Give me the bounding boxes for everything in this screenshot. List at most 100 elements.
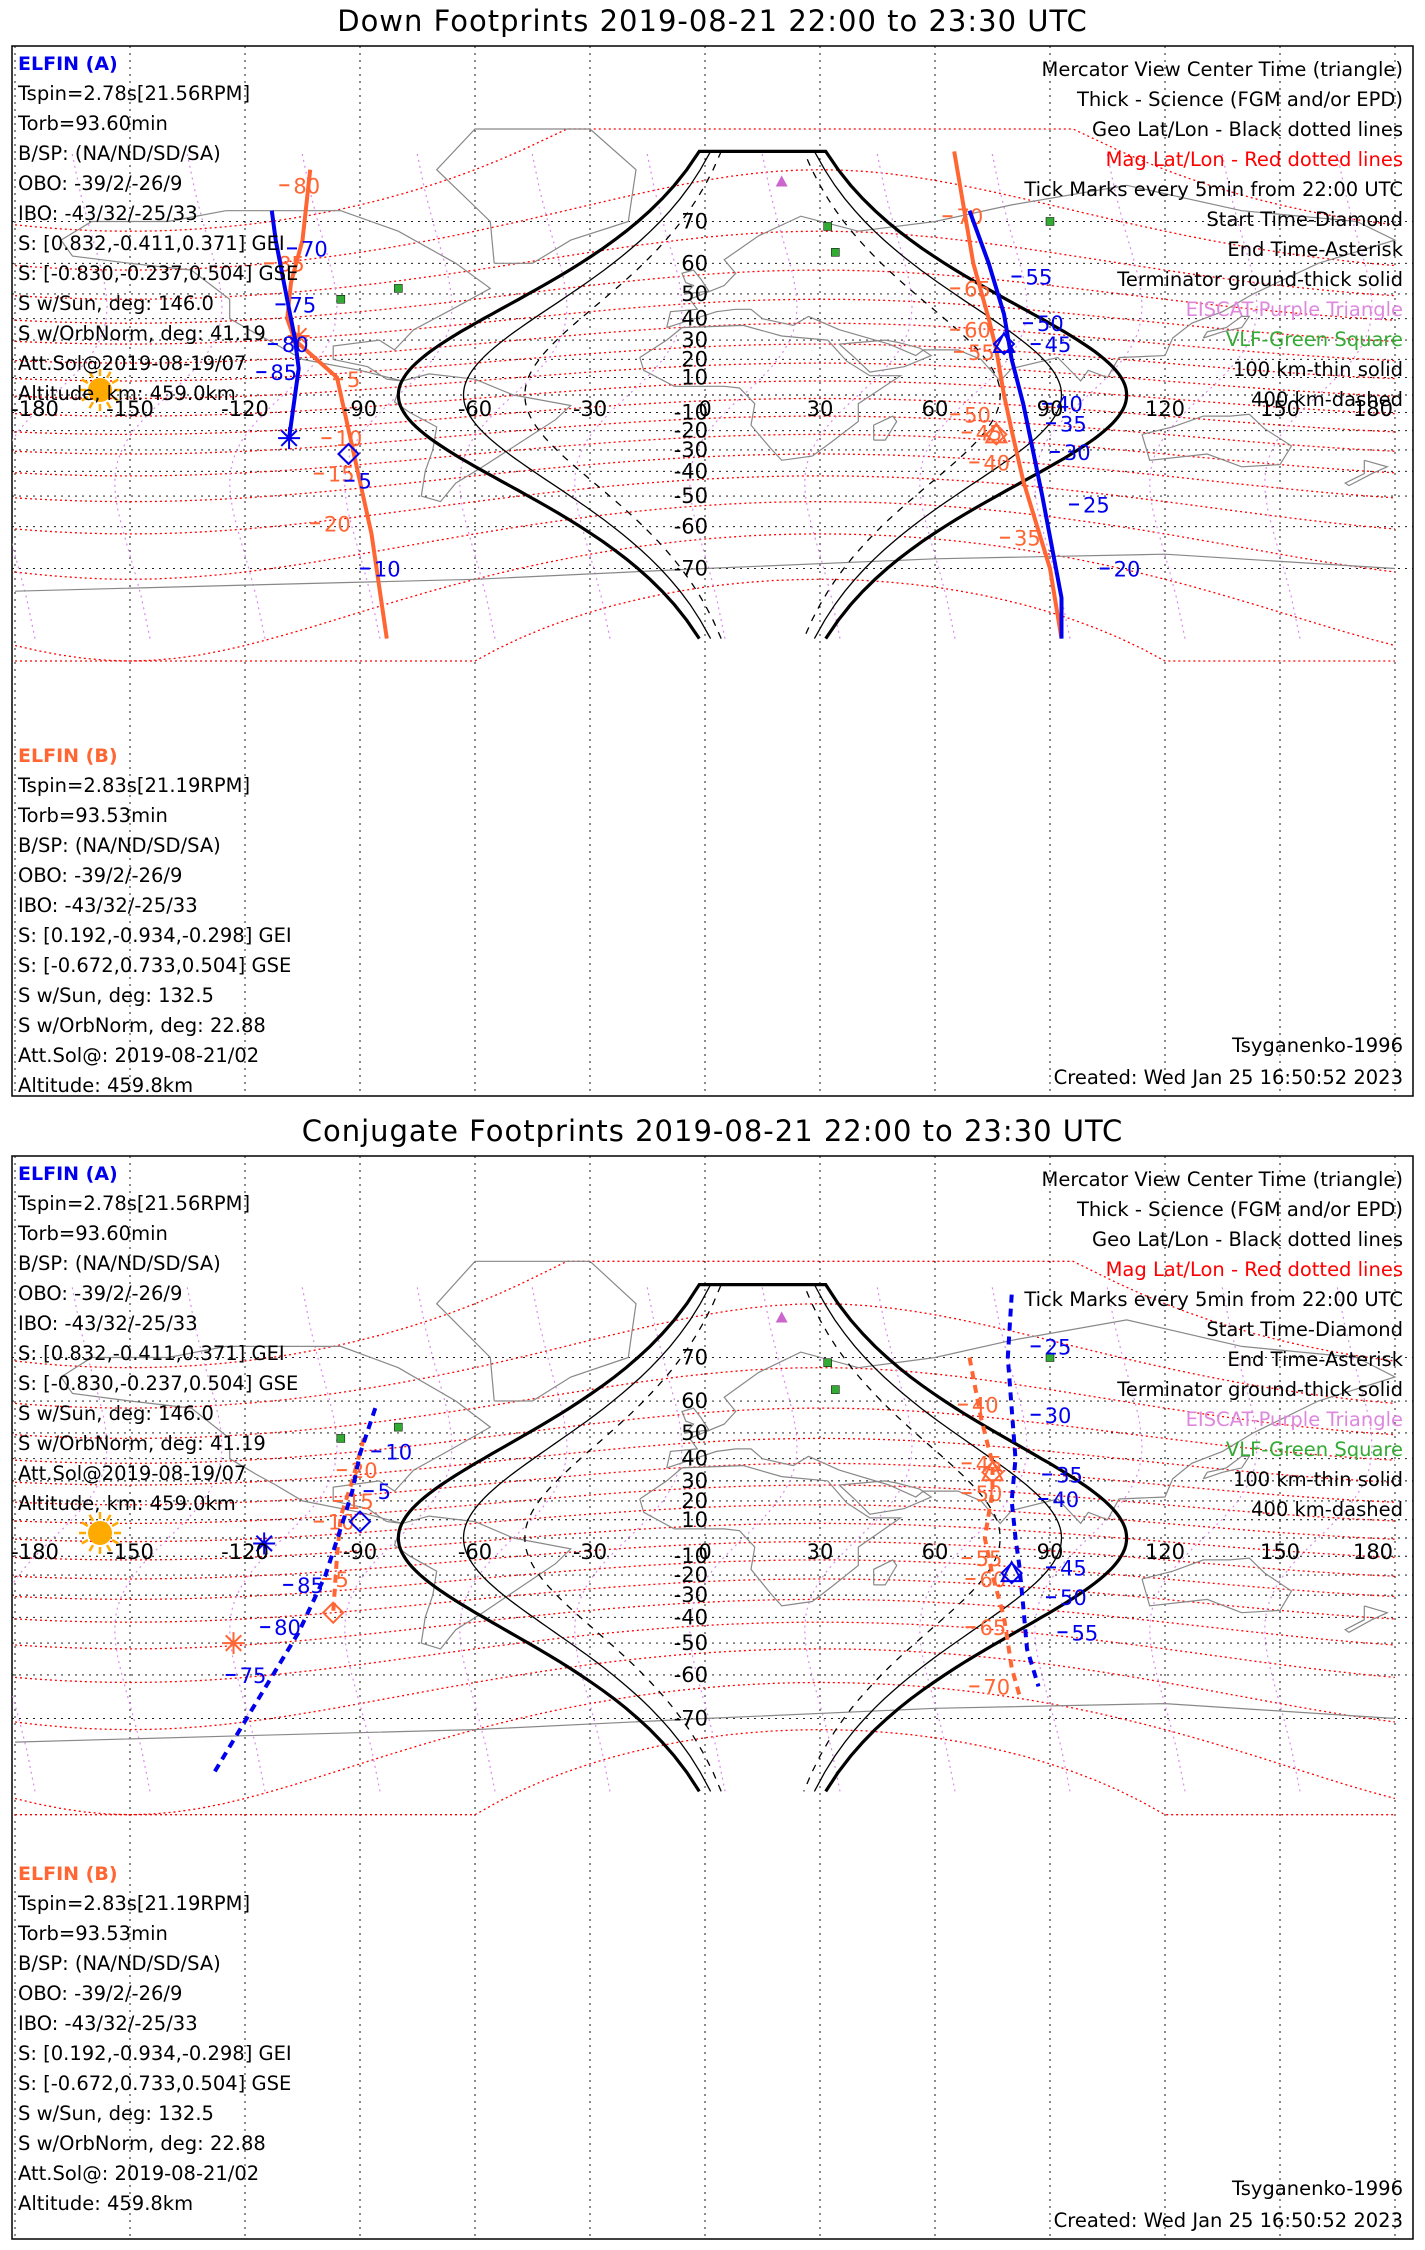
- sun-ray: [105, 1544, 112, 1552]
- tick-label: 65: [980, 1616, 1007, 1640]
- mag-latitude-line: [14, 1303, 1396, 1409]
- center-time-triangle-icon: [984, 421, 1008, 444]
- coastline: [435, 1260, 637, 1402]
- mag-grid: [14, 128, 1396, 662]
- tick-label: 50: [1060, 1586, 1087, 1610]
- tick-label: 35: [1056, 1463, 1083, 1487]
- elfin-a-info-line: OBO: -39/2/-26/9: [18, 172, 182, 195]
- mag-latitude-line: [14, 128, 1396, 232]
- sun-ray: [81, 378, 89, 385]
- tick-label: 15: [328, 463, 355, 487]
- mag-longitude-line: [12, 1284, 108, 1792]
- longitude-tick-label: 120: [1145, 397, 1185, 421]
- latitude-tick-label: 10: [681, 365, 708, 389]
- tick-label: 80: [282, 333, 309, 357]
- longitude-tick-label: 180: [1353, 1540, 1393, 1564]
- created-timestamp: Created: Wed Jan 25 16:50:52 2023: [1054, 1066, 1403, 1089]
- mag-latitude-line: [14, 533, 1396, 662]
- coastlines: [14, 1260, 1397, 1743]
- coastline: [873, 1559, 898, 1586]
- vlf-square-icon: [1045, 217, 1055, 226]
- mag-latitude-line: [14, 1462, 1396, 1506]
- eiscat-triangle-icon: [775, 175, 788, 187]
- elfin-a-info-line: B/SP: (NA/ND/SD/SA): [18, 142, 221, 165]
- footprint-map-down: 8085510152070758085510706560555045403555…: [11, 45, 1414, 1097]
- longitude-tick-label: 90: [1037, 397, 1064, 421]
- legend-entry: 400 km-dashed: [1251, 1498, 1403, 1521]
- mag-latitude-line: [14, 1540, 1396, 1580]
- legend-entry: VLF-Green Square: [1226, 1438, 1403, 1461]
- elfin-b-info-line: B/SP: (NA/ND/SD/SA): [18, 1952, 221, 1975]
- mag-longitude-line: [344, 1284, 453, 1792]
- longitude-tick-label: 180: [1353, 397, 1393, 421]
- sun-ray: [105, 1514, 112, 1522]
- start-time-diamond-icon: [348, 1510, 372, 1534]
- elfin-b-info-line: OBO: -39/2/-26/9: [18, 1982, 182, 2005]
- tick-label: 50: [976, 1482, 1003, 1506]
- longitude-tick-label: 30: [807, 1540, 834, 1564]
- longitude-tick-label: 90: [1037, 1540, 1064, 1564]
- elfin-a-trace: [269, 210, 301, 439]
- created-timestamp: Created: Wed Jan 25 16:50:52 2023: [1054, 2209, 1403, 2232]
- latitude-tick-label: -30: [674, 1583, 708, 1607]
- latitude-tick-label: 30: [681, 328, 708, 352]
- coastline: [1141, 413, 1293, 468]
- elfin-a-info-line: IBO: -43/32/-25/33: [18, 1312, 198, 1335]
- longitude-tick-label: -180: [11, 1540, 59, 1564]
- tick-label: 55: [1026, 265, 1053, 289]
- model-label: Tsyganenko-1996: [1231, 2177, 1403, 2200]
- elfin-a-info-line: S: [-0.830,-0.237,0.504] GSE: [18, 1372, 298, 1395]
- tick-label: 25: [1045, 1335, 1072, 1359]
- tick-label: 55: [968, 341, 995, 365]
- panel-title-conjugate: Conjugate Footprints 2019-08-21 22:00 to…: [301, 1114, 1124, 1148]
- mag-latitude-line: [14, 1484, 1396, 1525]
- mag-latitude-line: [15, 1728, 1395, 1816]
- legend-entry: VLF-Green Square: [1226, 328, 1403, 351]
- tick-label: 45: [1045, 333, 1072, 357]
- coastline: [1344, 1605, 1390, 1634]
- coastline: [14, 553, 1396, 592]
- coastlines: [14, 128, 1397, 592]
- tick-label: 30: [1045, 1404, 1072, 1428]
- elfin-b-info-line: S w/OrbNorm, deg: 22.88: [18, 1014, 266, 1037]
- 400km-terminator-line: [524, 1283, 1001, 1792]
- mag-latitude-line: [14, 500, 1396, 580]
- tick-label: 35: [1014, 527, 1041, 551]
- mag-latitude-line: [14, 1559, 1396, 1601]
- coastline: [1202, 315, 1251, 339]
- latitude-tick-label: -50: [674, 484, 708, 508]
- longitude-tick-label: -150: [106, 397, 154, 421]
- mag-latitude-line: [14, 298, 1396, 345]
- elfin-b-info-line: Altitude: 459.8km: [18, 2192, 193, 2215]
- latitude-tick-label: 40: [681, 307, 708, 331]
- elfin-a-info-line: S: [0.832,-0.411,0.371] GEI: [18, 1342, 285, 1365]
- end-time-asterisk-icon: [225, 1634, 242, 1652]
- mag-longitude-line: [114, 1284, 223, 1792]
- sun-ray: [111, 1521, 119, 1528]
- legend-entry: End Time-Asterisk: [1227, 238, 1403, 261]
- elfin-a-info-line: S w/OrbNorm, deg: 41.19: [18, 1432, 266, 1455]
- sun-ray: [105, 401, 112, 409]
- latitude-tick-label: 20: [681, 1489, 708, 1513]
- elfin-a-info-line: Att.Sol@2019-08-19/07: [18, 352, 246, 375]
- elfin-a-info-line: Tspin=2.78s[21.56RPM]: [17, 1192, 250, 1215]
- elfin-a-info-line: Att.Sol@2019-08-19/07: [18, 1462, 246, 1485]
- mag-longitude-line: [229, 1284, 338, 1792]
- elfin-b-info-line: B/SP: (NA/ND/SD/SA): [18, 834, 221, 857]
- tick-label: 10: [336, 427, 363, 451]
- elfin-b-info-line: OBO: -39/2/-26/9: [18, 864, 182, 887]
- latitude-tick-label: -60: [674, 515, 708, 539]
- latitude-tick-label: 50: [681, 1421, 708, 1445]
- longitude-tick-label: -60: [458, 1540, 492, 1564]
- legend-entry: Mag Lat/Lon - Red dotted lines: [1106, 1258, 1403, 1281]
- longitude-tick-label: -90: [343, 397, 377, 421]
- mag-latitude-line: [14, 269, 1396, 324]
- tick-label: 50: [1037, 312, 1064, 336]
- mag-latitude-line: [14, 1522, 1396, 1561]
- legend-entry: Start Time-Diamond: [1206, 208, 1403, 231]
- vlf-square-icon: [823, 222, 832, 231]
- elfin-a-info-line: S: [0.832,-0.411,0.371] GEI: [18, 232, 285, 255]
- elfin-b-trace-east: [952, 151, 1064, 639]
- elfin-b-info-line: S: [0.192,-0.934,-0.298] GEI: [18, 924, 292, 947]
- sun-ray: [81, 1538, 89, 1545]
